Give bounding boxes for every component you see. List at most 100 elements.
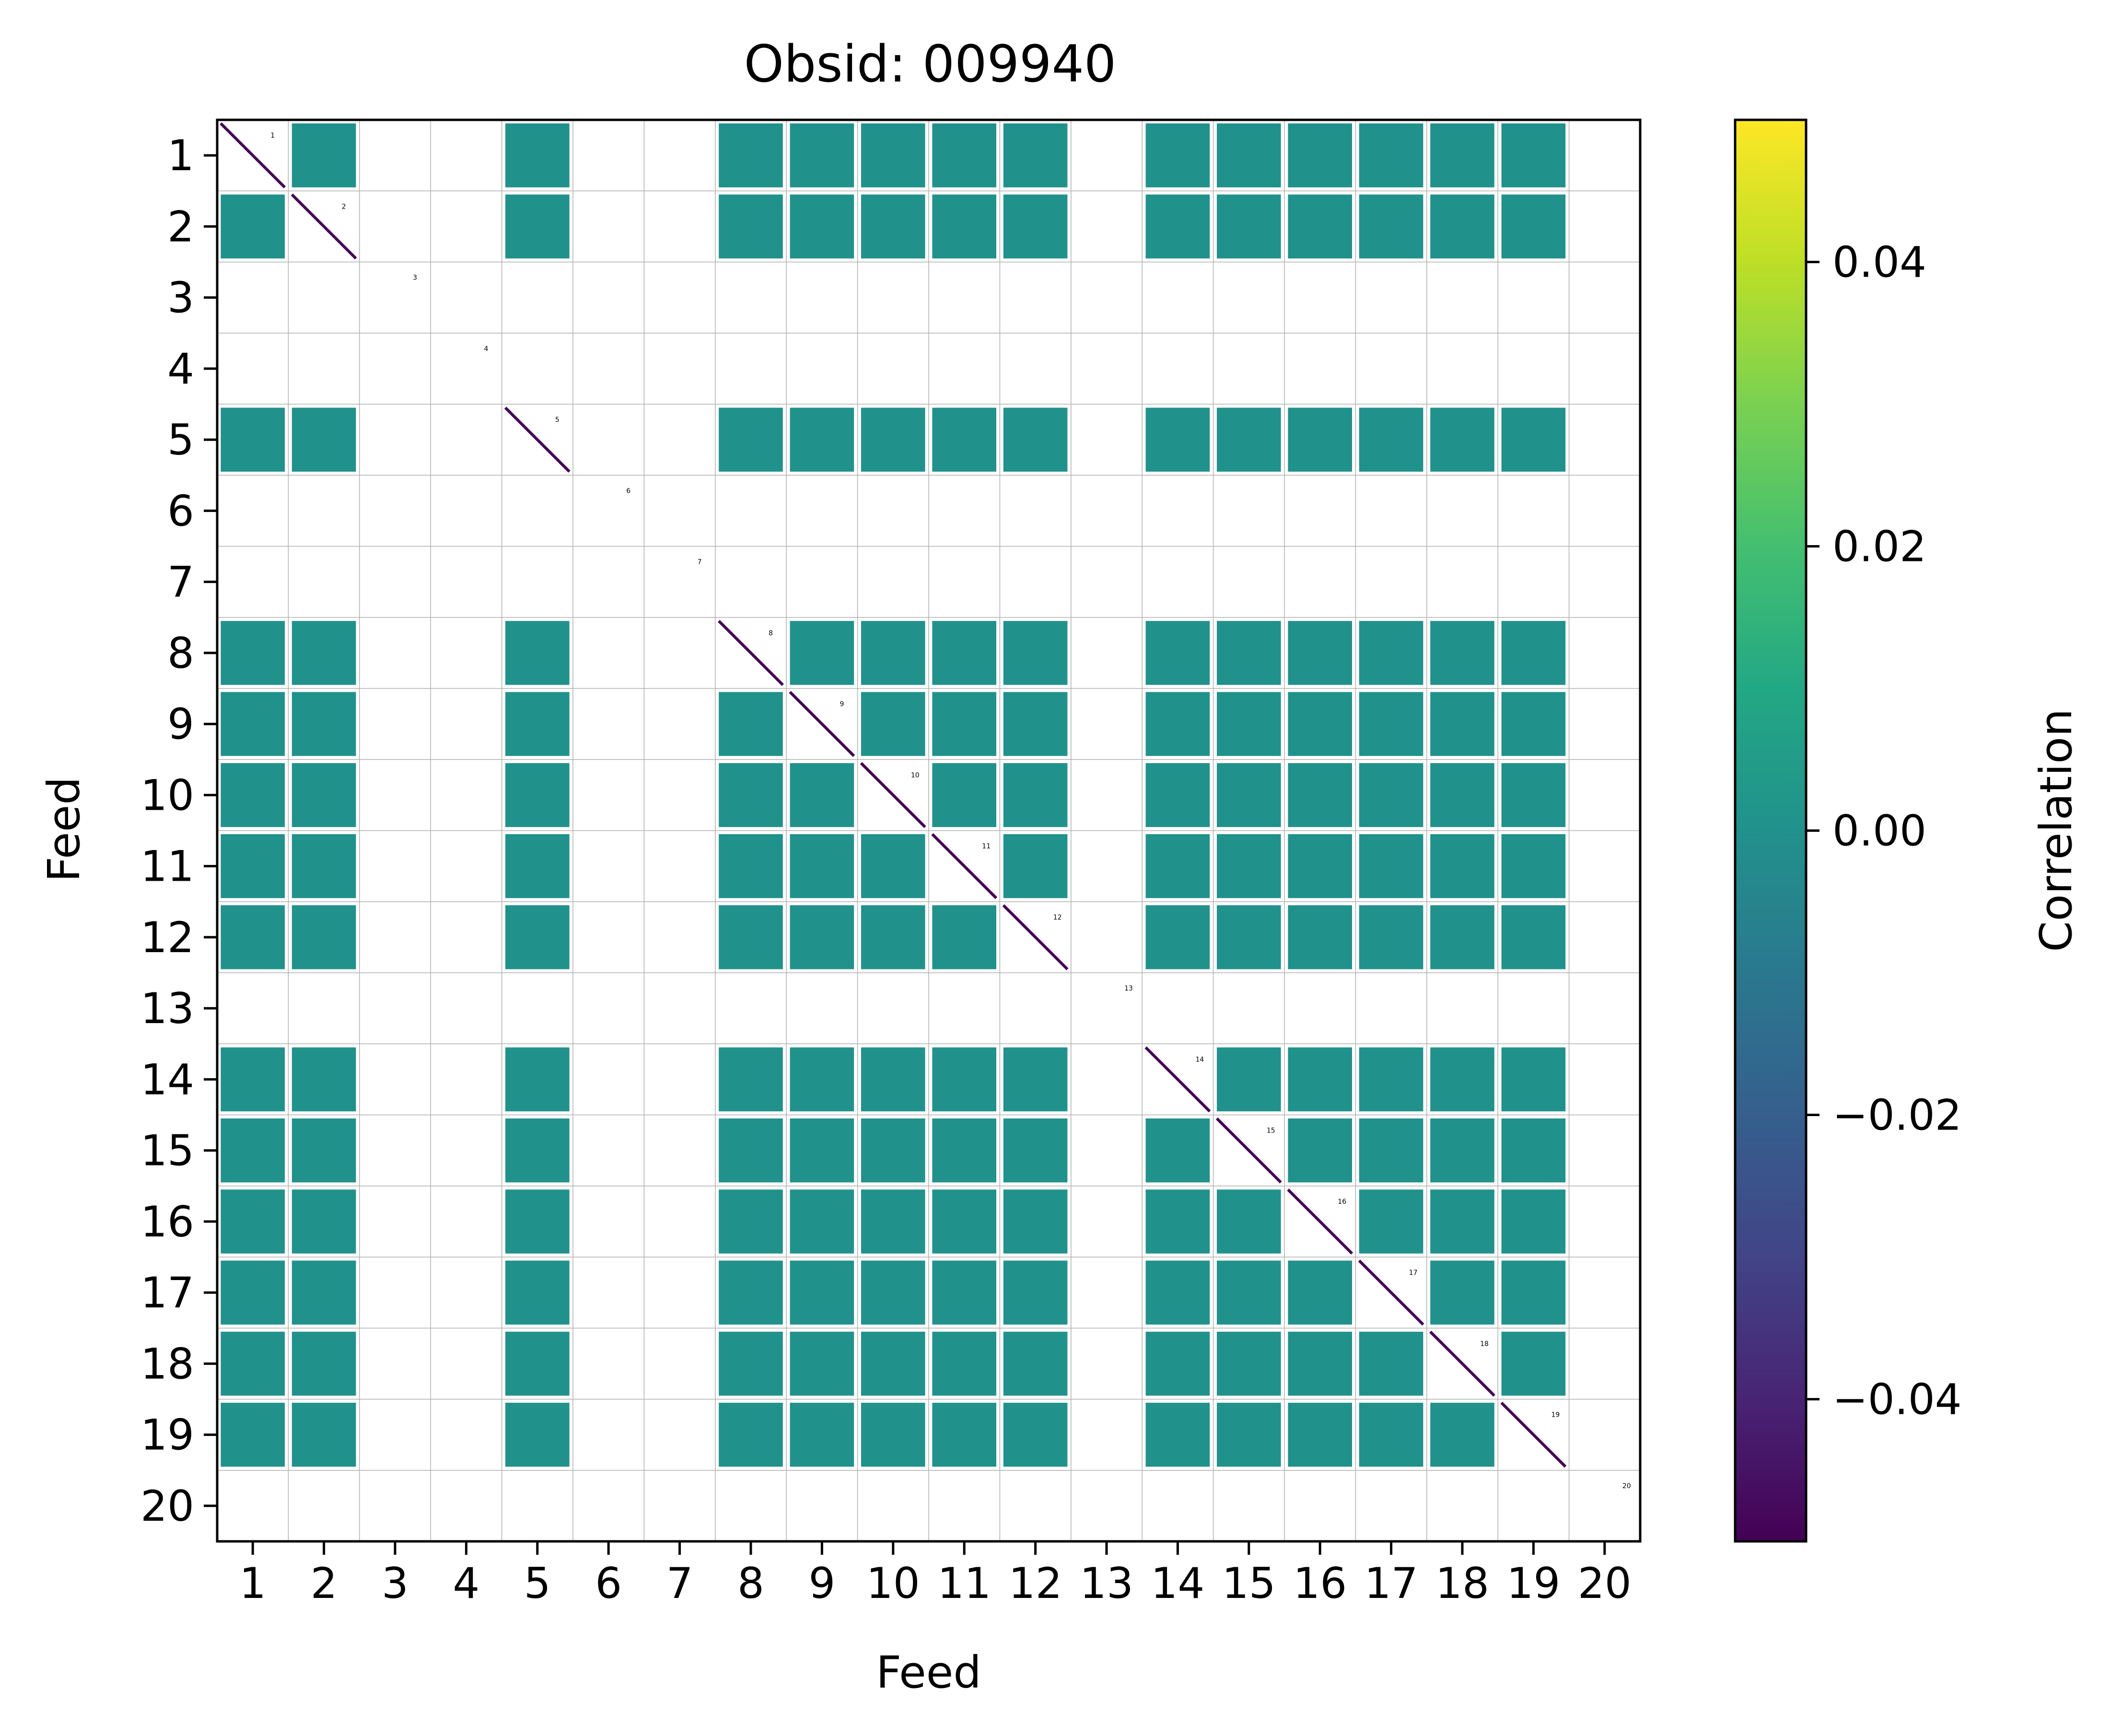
cell-9-8 <box>719 692 783 756</box>
cell-14-11 <box>932 1047 996 1112</box>
cell-8-1 <box>221 621 285 685</box>
feed-annotation-16: 16 <box>1338 1198 1346 1206</box>
x-axis-label: Feed <box>876 1647 981 1698</box>
diagonal-line-10 <box>860 762 926 828</box>
feed-annotation-5: 5 <box>555 416 560 424</box>
cell-19-14 <box>1145 1402 1210 1467</box>
feed-annotation-7: 7 <box>698 559 702 566</box>
cell-1-2 <box>292 123 356 187</box>
cell-5-8 <box>719 408 783 472</box>
cell-8-5 <box>505 621 570 685</box>
cell-12-10 <box>861 905 925 969</box>
cell-16-12 <box>1003 1189 1068 1254</box>
cell-5-2 <box>292 408 356 472</box>
y-tick-label-15: 15 <box>140 1126 194 1176</box>
cell-10-9 <box>790 763 854 827</box>
cell-9-12 <box>1003 692 1068 756</box>
x-tick-label-14: 14 <box>1151 1559 1204 1608</box>
cell-8-18 <box>1430 621 1494 685</box>
cell-10-5 <box>505 763 570 827</box>
cell-2-10 <box>861 194 925 259</box>
cell-17-12 <box>1003 1260 1068 1325</box>
feed-annotation-2: 2 <box>342 203 346 210</box>
cell-15-17 <box>1359 1118 1423 1183</box>
cell-12-16 <box>1288 905 1352 969</box>
y-tick-label-6: 6 <box>167 486 194 536</box>
cell-1-16 <box>1288 123 1352 187</box>
cell-8-15 <box>1217 621 1281 685</box>
cell-10-2 <box>292 763 356 827</box>
cell-18-17 <box>1359 1331 1423 1396</box>
cell-1-19 <box>1501 123 1566 187</box>
cell-2-12 <box>1003 194 1068 259</box>
cell-10-11 <box>932 763 996 827</box>
cell-19-9 <box>790 1402 854 1467</box>
x-tick-label-9: 9 <box>808 1559 835 1608</box>
cell-2-5 <box>505 194 570 259</box>
cell-19-1 <box>221 1402 285 1467</box>
cell-17-9 <box>790 1260 854 1325</box>
cell-8-11 <box>932 621 996 685</box>
cell-18-14 <box>1145 1331 1210 1396</box>
cell-10-16 <box>1288 763 1352 827</box>
cell-17-10 <box>861 1260 925 1325</box>
cell-14-19 <box>1501 1047 1566 1112</box>
cell-19-15 <box>1217 1402 1281 1467</box>
cell-10-14 <box>1145 763 1210 827</box>
colorbar-tick-label-2: 0.00 <box>1832 806 1926 856</box>
cell-12-2 <box>292 905 356 969</box>
cell-5-18 <box>1430 408 1494 472</box>
cell-5-10 <box>861 408 925 472</box>
cell-17-11 <box>932 1260 996 1325</box>
cell-11-9 <box>790 834 854 898</box>
cell-10-8 <box>719 763 783 827</box>
cell-2-17 <box>1359 194 1423 259</box>
cell-2-14 <box>1145 194 1210 259</box>
cell-17-8 <box>719 1260 783 1325</box>
cell-10-19 <box>1501 763 1566 827</box>
x-tick-label-6: 6 <box>595 1559 622 1608</box>
cell-8-17 <box>1359 621 1423 685</box>
feed-annotation-13: 13 <box>1124 985 1133 992</box>
cell-8-10 <box>861 621 925 685</box>
cell-8-19 <box>1501 621 1566 685</box>
x-tick-label-19: 19 <box>1506 1559 1560 1608</box>
cell-15-9 <box>790 1118 854 1183</box>
cell-14-17 <box>1359 1047 1423 1112</box>
cell-15-18 <box>1430 1118 1494 1183</box>
cell-15-11 <box>932 1118 996 1183</box>
cell-16-8 <box>719 1189 783 1254</box>
cell-18-19 <box>1501 1331 1566 1396</box>
colorbar-tick-label-0: −0.04 <box>1832 1375 1962 1424</box>
cell-1-18 <box>1430 123 1494 187</box>
x-tick-label-1: 1 <box>239 1559 266 1608</box>
cell-18-12 <box>1003 1331 1068 1396</box>
cell-9-10 <box>861 692 925 756</box>
y-tick-label-3: 3 <box>167 273 194 323</box>
cell-16-11 <box>932 1189 996 1254</box>
feed-annotation-12: 12 <box>1053 914 1062 921</box>
cell-15-2 <box>292 1118 356 1183</box>
cell-5-19 <box>1501 408 1566 472</box>
y-tick-label-2: 2 <box>167 202 194 251</box>
cell-19-5 <box>505 1402 570 1467</box>
cell-16-1 <box>221 1189 285 1254</box>
cell-15-10 <box>861 1118 925 1183</box>
y-tick-label-12: 12 <box>140 913 194 962</box>
y-tick-label-4: 4 <box>167 344 194 394</box>
y-tick-label-5: 5 <box>167 415 194 465</box>
cell-14-15 <box>1217 1047 1281 1112</box>
cell-11-12 <box>1003 834 1068 898</box>
feed-annotation-10: 10 <box>911 771 920 779</box>
cell-16-9 <box>790 1189 854 1254</box>
x-tick-label-20: 20 <box>1578 1559 1632 1608</box>
cell-8-12 <box>1003 621 1068 685</box>
feed-annotation-20: 20 <box>1622 1482 1631 1490</box>
cell-15-8 <box>719 1118 783 1183</box>
feed-annotation-11: 11 <box>982 843 991 851</box>
y-tick-label-7: 7 <box>167 558 194 607</box>
cell-9-5 <box>505 692 570 756</box>
cell-19-2 <box>292 1402 356 1467</box>
